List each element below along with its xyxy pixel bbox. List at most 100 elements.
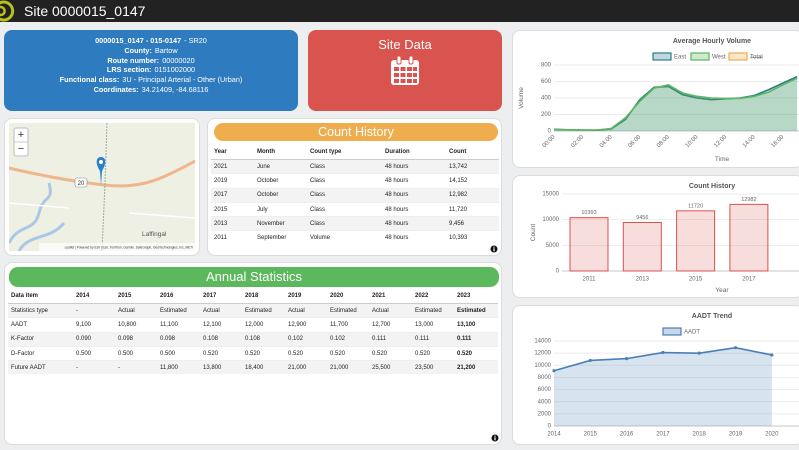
map-attribution: Leaflet | Powered by Esri | Esri, TomTom… bbox=[65, 246, 194, 250]
table-cell: 2015 bbox=[211, 201, 254, 217]
x-tick-label: 2016 bbox=[620, 432, 634, 438]
y-tick-label: 2000 bbox=[538, 411, 552, 417]
y-tick-label: 400 bbox=[541, 96, 552, 102]
table-cell: 48 hours bbox=[382, 158, 446, 174]
series-area bbox=[554, 347, 772, 426]
table-cell: 48 hours bbox=[382, 173, 446, 189]
field-label: Coordinates: bbox=[93, 84, 139, 94]
y-tick-label: 5000 bbox=[546, 243, 560, 249]
x-tick-label: 2015 bbox=[584, 432, 598, 438]
table-cell: 21,000 bbox=[285, 360, 327, 375]
table-cell: 11,100 bbox=[157, 317, 200, 333]
table-cell: 0.520 bbox=[412, 345, 454, 361]
site-field: Functional class: 3U - Principal Arterial… bbox=[4, 75, 298, 85]
table-cell: 0.090 bbox=[73, 331, 115, 347]
table-cell: November bbox=[254, 216, 307, 231]
bar-value-label: 12982 bbox=[741, 197, 756, 203]
table-cell: September bbox=[254, 230, 307, 245]
table-cell: 2017 bbox=[211, 187, 254, 203]
x-tick-label: 06:00 bbox=[627, 134, 642, 149]
y-tick-label: 0 bbox=[548, 129, 552, 135]
table-cell: June bbox=[254, 158, 307, 174]
table-cell: - bbox=[73, 302, 115, 318]
table-cell: Actual bbox=[285, 302, 327, 318]
info-icon[interactable] bbox=[490, 245, 498, 253]
table-cell: Future AADT bbox=[8, 360, 73, 375]
table-cell: 48 hours bbox=[382, 230, 446, 245]
table-row: AADT 9,100 10,800 11,100 12,100 12,000 12,900 1… bbox=[8, 317, 498, 333]
site-heading-suffix: - SR20 bbox=[184, 36, 207, 45]
map[interactable]: + − 20 Laffingal Leaflet | Powered by Es… bbox=[9, 123, 195, 251]
table-cell: 0.520 bbox=[327, 345, 369, 361]
data-point bbox=[661, 350, 665, 355]
legend-label: East bbox=[674, 55, 686, 61]
header-row: Data item 2014 2015 2016 2017 2018 2019 2020 202… bbox=[8, 289, 498, 304]
table-row: 2021 June Class 48 hours 13,742 bbox=[211, 158, 499, 174]
table-cell: Actual bbox=[200, 302, 242, 318]
table-cell: 21,200 bbox=[454, 360, 498, 375]
table-cell: 23,500 bbox=[412, 360, 454, 375]
zoom-out[interactable]: − bbox=[18, 143, 24, 155]
table-row: Future AADT - -11,800 13,800 18,400 21,000 21,… bbox=[8, 360, 498, 375]
table-cell: Volume bbox=[307, 230, 382, 245]
table-cell: AADT bbox=[8, 317, 73, 333]
table-cell: 0.111 bbox=[454, 331, 498, 347]
table-cell: Class bbox=[307, 216, 382, 231]
field-value: 3U - Principal Arterial - Other (Urban) bbox=[122, 75, 243, 85]
table-cell: 0.098 bbox=[115, 331, 157, 347]
table-row: 2011 September Volume 48 hours 10,393 bbox=[211, 230, 499, 245]
table-cell: Statistics type bbox=[8, 302, 73, 318]
bar bbox=[676, 210, 716, 272]
site-fields: County: Bartow Route number: 00000020 LRS se… bbox=[4, 46, 298, 95]
table-cell: 18,400 bbox=[242, 360, 285, 375]
count-history-title: Count History bbox=[214, 123, 498, 141]
legend-swatch bbox=[662, 327, 682, 336]
data-point bbox=[733, 346, 738, 350]
table-cell: 2019 bbox=[211, 173, 254, 189]
annual-statistics-card: Annual Statistics Data item 2014 2015 2016 2… bbox=[4, 262, 502, 445]
column-header: 2016 bbox=[157, 289, 200, 304]
x-tick-label: 02:00 bbox=[570, 134, 585, 149]
table-cell: 48 hours bbox=[382, 201, 446, 217]
table-cell: Class bbox=[307, 201, 382, 217]
table-cell: Estimated bbox=[454, 302, 498, 318]
legend-swatch bbox=[690, 52, 710, 61]
table-cell: 9,456 bbox=[446, 216, 499, 231]
y-tick-label: 8000 bbox=[538, 375, 552, 381]
count-history-card: Count History Year Month Count type Duratio… bbox=[207, 118, 502, 256]
column-header: 2021 bbox=[369, 289, 412, 304]
site-data-button[interactable]: Site Data bbox=[308, 30, 502, 111]
y-axis-title: Count bbox=[530, 224, 537, 242]
column-header: 2019 bbox=[285, 289, 327, 304]
table-cell: 0.102 bbox=[327, 331, 369, 347]
y-tick-label: 600 bbox=[541, 79, 552, 85]
table-cell: Class bbox=[307, 187, 382, 203]
chart-title: AADT Trend bbox=[692, 313, 732, 320]
y-tick-label: 14000 bbox=[534, 339, 551, 345]
info-icon[interactable] bbox=[491, 434, 499, 442]
chart-title: Count History bbox=[689, 183, 735, 190]
table-cell: 0.520 bbox=[369, 345, 412, 361]
table-cell: 0.102 bbox=[285, 331, 327, 347]
table-cell: 14,152 bbox=[446, 173, 499, 189]
y-tick-label: 0 bbox=[556, 269, 560, 275]
table-cell: 0.500 bbox=[157, 345, 200, 361]
data-point bbox=[770, 353, 774, 357]
data-point bbox=[625, 357, 629, 361]
zoom-in[interactable]: + bbox=[18, 129, 24, 141]
aadt-chart-card: AADT Trend 0 2000 4000 6000 8000 10000 12000 140… bbox=[512, 305, 799, 445]
table-cell: 0.520 bbox=[454, 345, 498, 361]
site-field: County: Bartow bbox=[4, 46, 298, 56]
x-tick-label: 08:00 bbox=[656, 134, 671, 149]
annual-statistics-table: Data item 2014 2015 2016 2017 2018 2019 2020 202… bbox=[8, 289, 498, 375]
x-tick-label: 14:00 bbox=[742, 134, 757, 149]
table-cell: 11,800 bbox=[157, 360, 200, 375]
y-tick-label: 10000 bbox=[534, 363, 551, 369]
column-header: Count type bbox=[307, 145, 382, 160]
table-cell: Estimated bbox=[157, 302, 200, 318]
top-bar: Site 0000015_0147 bbox=[0, 0, 799, 22]
hourly-chart-card: Average Hourly Volume 0 200 400 600 800 00:00 0… bbox=[512, 30, 799, 168]
y-axis-title: Volume bbox=[518, 87, 525, 109]
